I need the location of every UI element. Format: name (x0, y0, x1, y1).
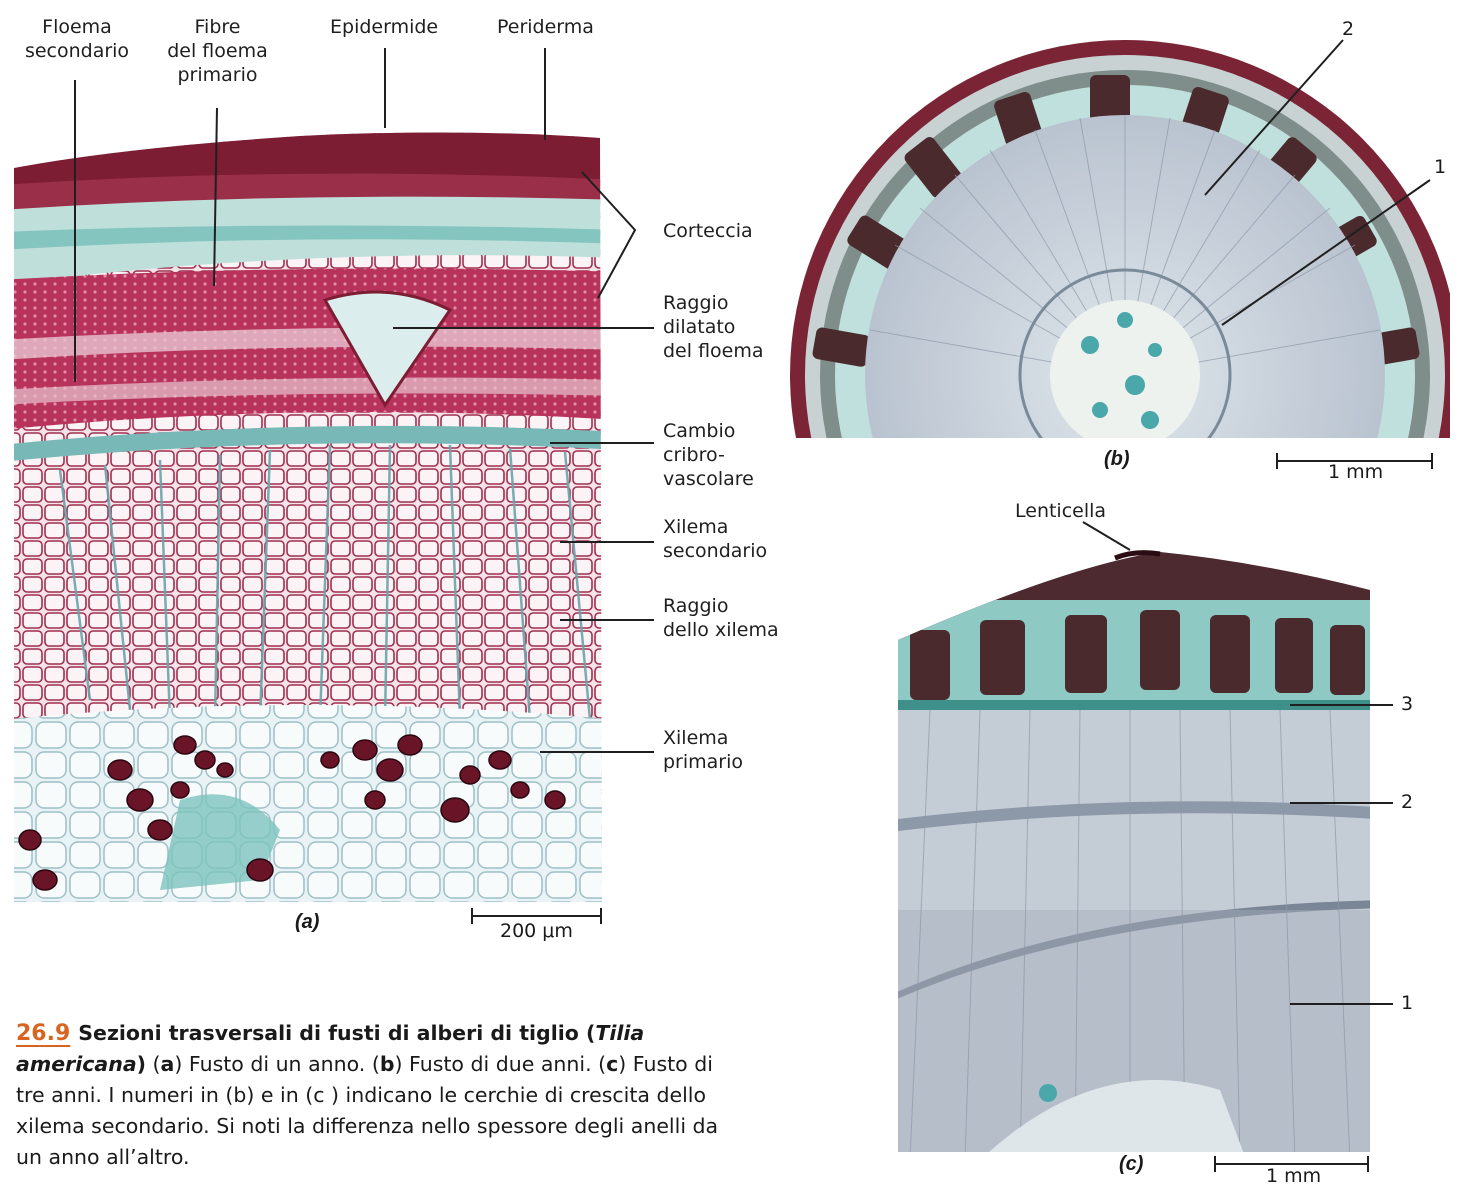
label-fibre-floema-primario: Fibre del floema primario (167, 16, 268, 86)
label-cambio: Cambio cribro- vascolare (663, 420, 754, 490)
caption-title-end: ) (136, 1052, 147, 1076)
caption-species: Tilia americana (16, 1021, 645, 1076)
label-periderma: Periderma (497, 16, 594, 38)
ring-number-c-3: 3 (1401, 693, 1414, 715)
panel-tag-a: (a) (295, 911, 320, 933)
caption-panel-letter: c (606, 1052, 619, 1076)
panel-tag-b: (b) (1104, 448, 1130, 470)
scale-label-a: 200 μm (500, 920, 573, 942)
micrograph-b (790, 39, 1450, 469)
micrograph-c (898, 521, 1393, 1172)
figure-number: 26.9 (16, 1021, 71, 1046)
micrograph-a (14, 48, 654, 924)
label-epidermide: Epidermide (330, 16, 439, 38)
caption-text-run: ( (146, 1052, 161, 1076)
ring-number-b-2: 2 (1342, 18, 1355, 40)
ring-number-c-2: 2 (1401, 791, 1414, 813)
label-raggio-xilema: Raggio dello xilema (663, 595, 779, 641)
ring-number-c-1: 1 (1401, 992, 1414, 1014)
scale-label-c: 1 mm (1266, 1165, 1322, 1187)
ring-number-b-1: 1 (1434, 156, 1447, 178)
label-lenticella: Lenticella (1015, 500, 1107, 522)
caption-panel-letter: b (379, 1052, 395, 1076)
caption-panel-letter: a (160, 1052, 175, 1076)
label-raggio-dilatato: Raggio dilatato del floema (663, 292, 764, 362)
caption-text-run: ) Fusto di un anno. ( (174, 1052, 380, 1076)
label-corteccia: Corteccia (663, 220, 753, 242)
caption-text-run: ) Fusto di due anni. ( (394, 1052, 607, 1076)
caption-body: (a) Fusto di un anno. (b) Fusto di due a… (16, 1052, 718, 1169)
caption-text-run: ) Fusto di tre anni. I numeri in (b) e i… (16, 1052, 719, 1169)
scale-label-b: 1 mm (1328, 461, 1384, 483)
label-xilema-primario: Xilema primario (663, 727, 744, 773)
figure-caption: 26.9 Sezioni trasversali di fusti di albe… (16, 1018, 736, 1173)
label-floema-secondario: Floema secondario (24, 16, 130, 62)
caption-title-start: Sezioni trasversali di fusti di alberi d… (78, 1021, 596, 1045)
label-xilema-secondario: Xilema secondario (663, 516, 768, 562)
panel-tag-c: (c) (1119, 1153, 1144, 1175)
